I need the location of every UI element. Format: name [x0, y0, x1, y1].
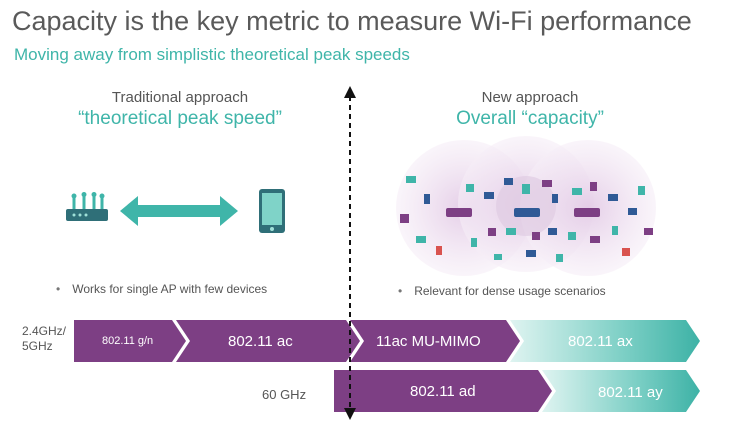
right-heading: New approach — [481, 89, 579, 106]
band-label-2g5g: 2.4GHz/ 5GHz — [22, 324, 67, 353]
right-bullet: • Relevant for dense usage scenarios — [398, 284, 606, 298]
page-subtitle: Moving away from simplistic theoretical … — [14, 45, 410, 64]
label-80211gn: 802.11 g/n — [102, 335, 154, 347]
left-accent-heading: “theoretical peak speed” — [78, 108, 282, 129]
left-bullet: • Works for single AP with few devices — [56, 282, 268, 296]
segment-80211gn — [74, 320, 186, 362]
band-label-60ghz: 60 GHz — [262, 387, 307, 402]
page-title: Capacity is the key metric to measure Wi… — [12, 6, 692, 36]
segment-11ac-mumimo — [350, 320, 520, 362]
right-accent-heading: Overall “capacity” — [456, 108, 604, 129]
label-80211ac: 802.11 ac — [228, 333, 293, 350]
smartphone-icon — [259, 189, 285, 233]
label-80211ay: 802.11 ay — [598, 384, 663, 401]
segment-80211ac — [176, 320, 360, 362]
left-heading: Traditional approach — [111, 89, 249, 106]
segment-80211ad — [334, 370, 552, 412]
device-cloud-icon — [396, 136, 656, 276]
label-80211ax: 802.11 ax — [568, 333, 633, 350]
double-arrow-icon — [120, 196, 238, 226]
router-icon — [66, 192, 108, 221]
label-11ac-mumimo: 11ac MU-MIMO — [376, 333, 481, 350]
divider-arrow-icon — [344, 86, 356, 420]
label-80211ad: 802.11 ad — [410, 383, 476, 400]
segment-80211ay — [542, 370, 700, 412]
segment-80211ax — [510, 320, 700, 362]
